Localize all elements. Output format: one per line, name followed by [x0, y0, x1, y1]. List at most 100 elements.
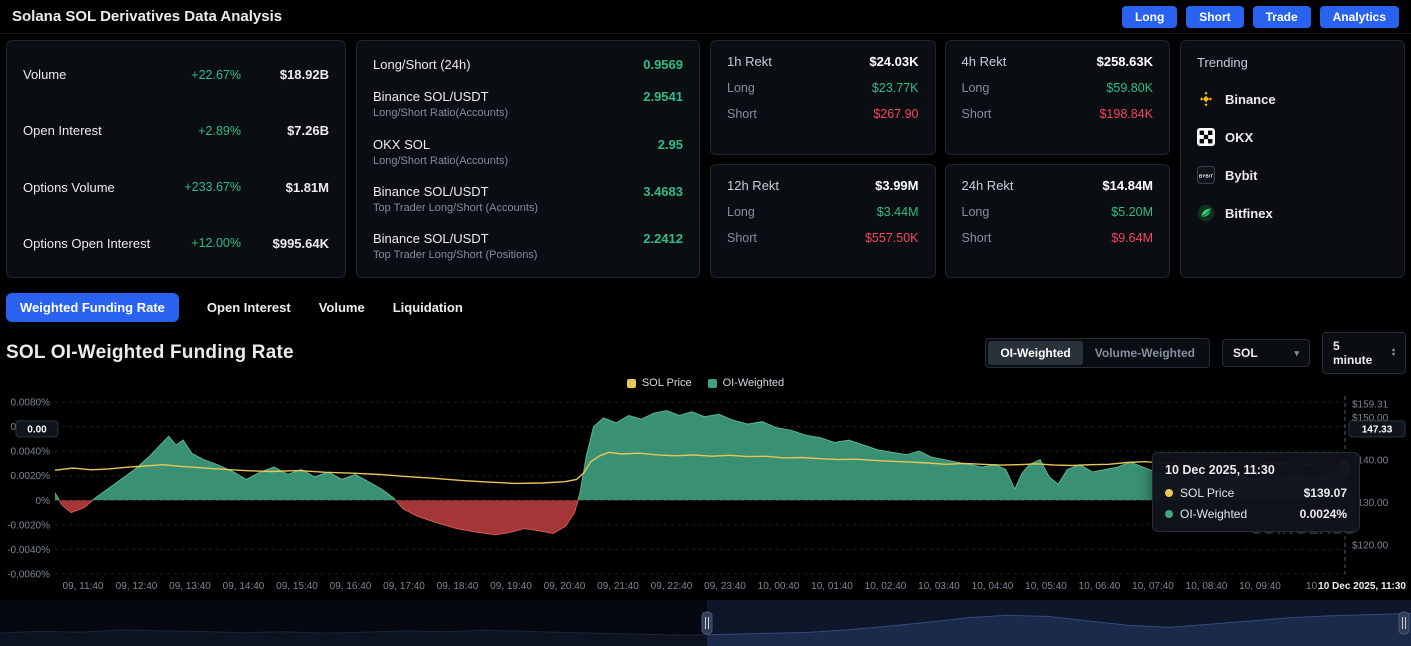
rekt-short-label: Short: [961, 107, 992, 121]
analytics-button[interactable]: Analytics: [1319, 5, 1399, 28]
navigator-handle-right[interactable]: [1398, 611, 1410, 635]
oi-weighted-dot-icon: [1165, 510, 1173, 518]
bybit-icon: BYB!T: [1197, 166, 1215, 184]
rekt-short-label: Short: [727, 230, 757, 245]
x-axis-labels: 09, 11:40 09, 12:40 09, 13:40 09, 14:40 09, …: [63, 581, 1407, 592]
rekt-short-value: $9.64M: [1111, 230, 1153, 245]
ratio-row: Binance SOL/USDT Top Trader Long/Short (…: [373, 184, 683, 214]
interval-select-value: 5 minute: [1333, 339, 1373, 367]
tooltip-label: OI-Weighted: [1180, 507, 1248, 521]
svg-text:10, 04:40: 10, 04:40: [972, 581, 1014, 592]
rekt-title: 12h Rekt: [727, 177, 780, 193]
rekt-short-value: $557.50K: [864, 230, 919, 245]
ratio-value: 2.9541: [643, 89, 683, 105]
svg-text:09, 18:40: 09, 18:40: [437, 581, 479, 592]
symbol-select[interactable]: SOL ▾: [1222, 339, 1310, 367]
svg-text:-0.0060%: -0.0060%: [7, 570, 50, 581]
funding-rate-chart[interactable]: 0.0080%0.0060%0.0040%0.0020%0%-0.0020%-0…: [0, 394, 1411, 596]
toggle-oi-weighted[interactable]: OI-Weighted: [988, 341, 1083, 365]
trending-item-bitfinex[interactable]: Bitfinex: [1197, 204, 1388, 222]
svg-text:10, 07:40: 10, 07:40: [1132, 581, 1174, 592]
stat-value: $1.81M: [285, 179, 329, 195]
svg-text:10, 08:40: 10, 08:40: [1186, 581, 1228, 592]
svg-text:10, 05:40: 10, 05:40: [1025, 581, 1067, 592]
svg-text:$130.00: $130.00: [1352, 498, 1389, 509]
svg-text:10, 01:40: 10, 01:40: [811, 581, 853, 592]
navigator-selected-region[interactable]: [707, 600, 1411, 646]
section-header: SOL OI-Weighted Funding Rate OI-Weighted…: [6, 332, 1406, 374]
svg-text:09, 23:40: 09, 23:40: [704, 581, 746, 592]
navigator-handle-left[interactable]: [701, 611, 713, 635]
tab-volume[interactable]: Volume: [318, 299, 365, 315]
sol-price-line: [54, 451, 1346, 485]
rekt-long-label: Long: [961, 81, 990, 95]
trending-label: Bitfinex: [1225, 205, 1273, 221]
chart-title: SOL OI-Weighted Funding Rate: [6, 342, 294, 363]
svg-text:09, 14:40: 09, 14:40: [223, 581, 265, 592]
rekt-total: $14.84M: [1102, 177, 1153, 193]
stat-label: Open Interest: [23, 123, 102, 139]
okx-icon: [1197, 128, 1215, 146]
rekt-long-value: $5.20M: [1111, 204, 1153, 219]
legend-label: OI-Weighted: [722, 377, 785, 389]
rekt-card-1h: 1h Rekt $24.03K Long $23.77K Short $267.90: [710, 40, 936, 155]
svg-text:10, 03:40: 10, 03:40: [918, 581, 960, 592]
stat-value: $18.92B: [279, 67, 329, 82]
legend-sol-price[interactable]: SOL Price: [626, 377, 692, 389]
svg-text:0.0080%: 0.0080%: [11, 398, 51, 409]
rekt-long-label: Long: [727, 204, 755, 219]
ratio-value: 2.2412: [643, 231, 683, 246]
right-axis-badge: [1348, 420, 1406, 438]
stat-change: +12.00%: [191, 236, 241, 251]
tab-open-interest[interactable]: Open Interest: [206, 299, 291, 315]
svg-text:09, 21:40: 09, 21:40: [597, 581, 639, 592]
trending-item-bybit[interactable]: BYB!T Bybit: [1197, 166, 1388, 184]
rekt-long-value: $59.80K: [1106, 81, 1153, 95]
svg-text:10, 00:40: 10, 00:40: [758, 581, 800, 592]
trending-label: OKX: [1225, 129, 1254, 145]
right-axis-labels: $159.31 $150.00 $140.00 $130.00 $120.00: [1352, 400, 1389, 552]
sol-price-dot-icon: [1165, 489, 1173, 497]
navigator-unselected-region: [0, 600, 707, 646]
tooltip-time: 10 Dec 2025, 11:30: [1165, 463, 1275, 477]
trending-item-okx[interactable]: OKX: [1197, 128, 1388, 146]
stat-label: Options Open Interest: [23, 235, 151, 251]
ratio-sublabel: Long/Short Ratio(Accounts): [373, 154, 509, 167]
tab-weighted-funding-rate[interactable]: Weighted Funding Rate: [6, 292, 179, 322]
trending-item-binance[interactable]: Binance: [1197, 90, 1388, 108]
ratio-label: OKX SOL: [373, 136, 431, 152]
rekt-total: $24.03K: [869, 54, 919, 69]
tooltip-label: SOL Price: [1180, 486, 1235, 500]
oi-weighted-swatch: [707, 378, 717, 388]
stat-row-options-volume: Options Volume +233.67% $1.81M: [23, 180, 329, 195]
legend-label: SOL Price: [641, 377, 692, 389]
chart-legend: SOL Price OI-Weighted: [0, 377, 1411, 389]
chart-tooltip: 10 Dec 2025, 11:30 SOL Price $139.07 OI-…: [1152, 452, 1360, 532]
interval-select[interactable]: 5 minute ▴ ▾: [1322, 332, 1406, 374]
stat-change: +233.67%: [184, 180, 241, 195]
long-button[interactable]: Long: [1121, 5, 1178, 28]
rekt-title: 1h Rekt: [727, 54, 772, 69]
tab-liquidation[interactable]: Liquidation: [392, 299, 463, 315]
trending-label: Binance: [1225, 91, 1276, 107]
legend-oi-weighted[interactable]: OI-Weighted: [707, 377, 785, 389]
ratio-sublabel: Top Trader Long/Short (Positions): [373, 249, 538, 261]
svg-text:$150.00: $150.00: [1352, 413, 1389, 424]
stepper-arrows-icon: ▴ ▾: [1391, 347, 1395, 358]
bitfinex-icon: [1197, 204, 1215, 222]
ratio-value: 3.4683: [643, 183, 683, 199]
toggle-volume-weighted[interactable]: Volume-Weighted: [1094, 346, 1195, 360]
svg-text:09, 22:40: 09, 22:40: [651, 581, 693, 592]
svg-text:09, 11:40: 09, 11:40: [63, 581, 104, 592]
svg-text:$159.31: $159.31: [1352, 400, 1389, 411]
trending-label: Bybit: [1225, 167, 1258, 183]
header-actions: Long Short Trade Analytics: [1121, 5, 1399, 28]
stat-label: Options Volume: [23, 179, 115, 195]
trade-button[interactable]: Trade: [1252, 5, 1311, 28]
rekt-title: 24h Rekt: [961, 177, 1014, 193]
symbol-select-value: SOL: [1233, 346, 1258, 360]
svg-text:10,: 10,: [1306, 581, 1320, 592]
short-button[interactable]: Short: [1186, 5, 1244, 28]
chart-navigator[interactable]: [0, 600, 1411, 646]
